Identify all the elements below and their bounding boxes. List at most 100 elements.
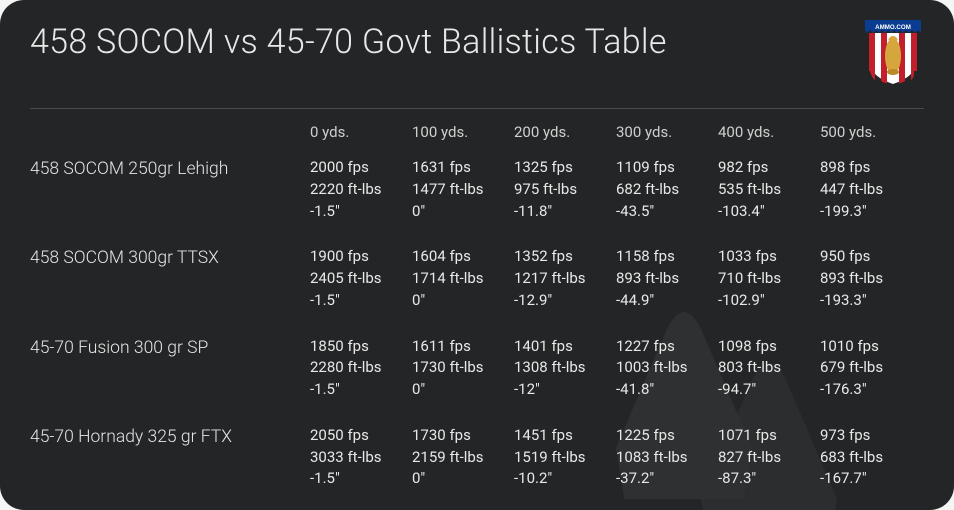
drop-value: -103.4" — [718, 201, 820, 223]
data-cell: 1158 fps893 ft-lbs-44.9" — [616, 246, 718, 311]
energy-value: 535 ft-lbs — [718, 179, 820, 201]
energy-value: 3033 ft-lbs — [310, 447, 412, 469]
data-cell: 1325 fps975 ft-lbs-11.8" — [514, 157, 616, 222]
energy-value: 2220 ft-lbs — [310, 179, 412, 201]
row-label: 45-70 Fusion 300 gr SP — [30, 336, 310, 401]
velocity-value: 1033 fps — [718, 246, 820, 268]
drop-value: -1.5" — [310, 290, 412, 312]
data-cell: 1631 fps1477 ft-lbs0" — [412, 157, 514, 222]
velocity-value: 950 fps — [820, 246, 922, 268]
energy-value: 1477 ft-lbs — [412, 179, 514, 201]
data-cell: 982 fps535 ft-lbs-103.4" — [718, 157, 820, 222]
energy-value: 2405 ft-lbs — [310, 268, 412, 290]
table-row: 458 SOCOM 300gr TTSX1900 fps2405 ft-lbs-… — [30, 246, 924, 311]
data-cell: 950 fps893 ft-lbs-193.3" — [820, 246, 922, 311]
energy-value: 827 ft-lbs — [718, 447, 820, 469]
velocity-value: 898 fps — [820, 157, 922, 179]
drop-value: -167.7" — [820, 468, 922, 490]
velocity-value: 1071 fps — [718, 425, 820, 447]
velocity-value: 1325 fps — [514, 157, 616, 179]
velocity-value: 973 fps — [820, 425, 922, 447]
energy-value: 1083 ft-lbs — [616, 447, 718, 469]
data-cell: 2000 fps2220 ft-lbs-1.5" — [310, 157, 412, 222]
col-header-200yds: 200 yds. — [514, 123, 616, 141]
energy-value: 1714 ft-lbs — [412, 268, 514, 290]
data-cell: 1033 fps710 ft-lbs-102.9" — [718, 246, 820, 311]
energy-value: 2159 ft-lbs — [412, 447, 514, 469]
energy-value: 803 ft-lbs — [718, 357, 820, 379]
logo-text: AMMO.COM — [875, 24, 911, 31]
velocity-value: 1010 fps — [820, 336, 922, 358]
ballistics-card: 458 SOCOM vs 45-70 Govt Ballistics Table… — [0, 0, 954, 510]
data-cell: 1401 fps1308 ft-lbs-12" — [514, 336, 616, 401]
energy-value: 1308 ft-lbs — [514, 357, 616, 379]
energy-value: 679 ft-lbs — [820, 357, 922, 379]
velocity-value: 2000 fps — [310, 157, 412, 179]
drop-value: -41.8" — [616, 379, 718, 401]
data-cell: 1611 fps1730 ft-lbs0" — [412, 336, 514, 401]
drop-value: -102.9" — [718, 290, 820, 312]
drop-value: -1.5" — [310, 201, 412, 223]
energy-value: 1730 ft-lbs — [412, 357, 514, 379]
velocity-value: 2050 fps — [310, 425, 412, 447]
data-cell: 1352 fps1217 ft-lbs-12.9" — [514, 246, 616, 311]
data-cell: 1900 fps2405 ft-lbs-1.5" — [310, 246, 412, 311]
velocity-value: 1900 fps — [310, 246, 412, 268]
col-header-0yds: 0 yds. — [310, 123, 412, 141]
velocity-value: 982 fps — [718, 157, 820, 179]
drop-value: -1.5" — [310, 379, 412, 401]
drop-value: -10.2" — [514, 468, 616, 490]
data-cell: 1225 fps1083 ft-lbs-37.2" — [616, 425, 718, 490]
drop-value: -11.8" — [514, 201, 616, 223]
data-cell: 1071 fps827 ft-lbs-87.3" — [718, 425, 820, 490]
drop-value: -94.7" — [718, 379, 820, 401]
header: 458 SOCOM vs 45-70 Govt Ballistics Table… — [30, 22, 924, 109]
velocity-value: 1352 fps — [514, 246, 616, 268]
page-title: 458 SOCOM vs 45-70 Govt Ballistics Table — [30, 22, 667, 63]
drop-value: -1.5" — [310, 468, 412, 490]
data-cell: 2050 fps3033 ft-lbs-1.5" — [310, 425, 412, 490]
row-label: 45-70 Hornady 325 gr FTX — [30, 425, 310, 490]
ballistics-table: 0 yds. 100 yds. 200 yds. 300 yds. 400 yd… — [30, 123, 924, 490]
drop-value: 0" — [412, 468, 514, 490]
drop-value: -193.3" — [820, 290, 922, 312]
data-cell: 1109 fps682 ft-lbs-43.5" — [616, 157, 718, 222]
velocity-value: 1850 fps — [310, 336, 412, 358]
col-header-300yds: 300 yds. — [616, 123, 718, 141]
velocity-value: 1730 fps — [412, 425, 514, 447]
row-label: 458 SOCOM 250gr Lehigh — [30, 157, 310, 222]
drop-value: 0" — [412, 201, 514, 223]
energy-value: 2280 ft-lbs — [310, 357, 412, 379]
table-row: 45-70 Hornady 325 gr FTX2050 fps3033 ft-… — [30, 425, 924, 490]
velocity-value: 1225 fps — [616, 425, 718, 447]
energy-value: 1519 ft-lbs — [514, 447, 616, 469]
data-cell: 1098 fps803 ft-lbs-94.7" — [718, 336, 820, 401]
energy-value: 893 ft-lbs — [616, 268, 718, 290]
drop-value: -199.3" — [820, 201, 922, 223]
velocity-value: 1158 fps — [616, 246, 718, 268]
drop-value: -12.9" — [514, 290, 616, 312]
data-cell: 1850 fps2280 ft-lbs-1.5" — [310, 336, 412, 401]
col-header-500yds: 500 yds. — [820, 123, 922, 141]
table-header-row: 0 yds. 100 yds. 200 yds. 300 yds. 400 yd… — [30, 123, 924, 141]
velocity-value: 1227 fps — [616, 336, 718, 358]
drop-value: 0" — [412, 290, 514, 312]
drop-value: -44.9" — [616, 290, 718, 312]
data-cell: 898 fps447 ft-lbs-199.3" — [820, 157, 922, 222]
drop-value: -37.2" — [616, 468, 718, 490]
data-cell: 1227 fps1003 ft-lbs-41.8" — [616, 336, 718, 401]
velocity-value: 1611 fps — [412, 336, 514, 358]
drop-value: -43.5" — [616, 201, 718, 223]
data-cell: 1604 fps1714 ft-lbs0" — [412, 246, 514, 311]
energy-value: 683 ft-lbs — [820, 447, 922, 469]
table-row: 45-70 Fusion 300 gr SP1850 fps2280 ft-lb… — [30, 336, 924, 401]
drop-value: -12" — [514, 379, 616, 401]
energy-value: 1217 ft-lbs — [514, 268, 616, 290]
velocity-value: 1451 fps — [514, 425, 616, 447]
energy-value: 682 ft-lbs — [616, 179, 718, 201]
velocity-value: 1604 fps — [412, 246, 514, 268]
data-cell: 1010 fps679 ft-lbs-176.3" — [820, 336, 922, 401]
table-row: 458 SOCOM 250gr Lehigh2000 fps2220 ft-lb… — [30, 157, 924, 222]
energy-value: 447 ft-lbs — [820, 179, 922, 201]
drop-value: -87.3" — [718, 468, 820, 490]
